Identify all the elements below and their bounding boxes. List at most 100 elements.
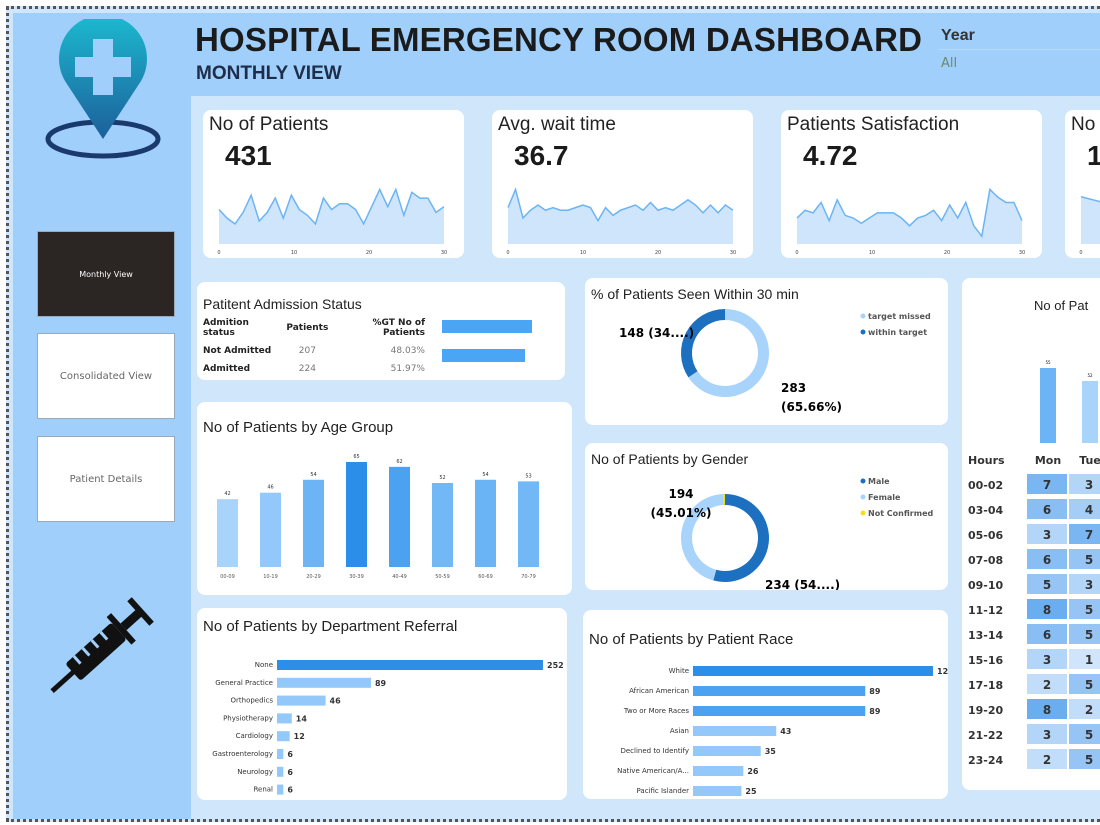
category-label: Neurology	[237, 768, 273, 776]
kpi-card: Avg. wait time 36.7 0 10 20 30	[492, 110, 753, 258]
heatmap-cell	[1069, 674, 1100, 694]
age-bar-value: 42	[224, 491, 230, 497]
row-label: 07-08	[968, 554, 1003, 567]
heatmap-cell-value: 3	[1085, 478, 1093, 492]
heatmap-cell-value: 5	[1085, 553, 1093, 567]
race-card: No of Patients by Patient Race White 124 A…	[583, 610, 948, 799]
category-label: Native American/A...	[617, 767, 689, 775]
age-bar	[475, 479, 496, 567]
age-bar	[518, 481, 539, 567]
category-label: White	[669, 667, 689, 675]
table-row: Admitted 224 51.97%	[199, 360, 429, 378]
heatmap-cell-value: 6	[1043, 503, 1051, 517]
row-label: 05-06	[968, 529, 1004, 542]
heatmap-cell	[1069, 499, 1100, 519]
year-slicer-label: Year	[939, 23, 1100, 50]
donut-data-label: 148 (34....)	[619, 326, 694, 340]
category-label: Gastroenterology	[212, 750, 273, 758]
category-label: Physiotherapy	[223, 714, 273, 722]
gender-title: No of Patients by Gender	[591, 451, 749, 467]
col-header[interactable]: Admition status	[203, 318, 249, 338]
sparkline-line	[507, 187, 734, 223]
sparkline-area	[508, 189, 733, 244]
category-label: None	[255, 661, 273, 669]
age-bar-value: 54	[482, 472, 488, 478]
heatmap-cell-value: 7	[1085, 528, 1093, 542]
legend-marker	[860, 478, 866, 484]
row-label: 19-20	[968, 704, 1004, 717]
cell: Admitted	[203, 364, 251, 374]
age-bar	[217, 499, 238, 567]
heatmap-cell	[1027, 674, 1067, 694]
nav-monthly-view[interactable]: Monthly View	[37, 231, 175, 317]
nav-patient-details[interactable]: Patient Details	[37, 436, 175, 522]
heatmap-cell	[1069, 724, 1100, 744]
row-label: 13-14	[968, 629, 1004, 642]
legend-label: within target	[868, 328, 927, 337]
age-tick-label: 20-29	[306, 574, 321, 580]
col-header[interactable]: Patients	[286, 323, 329, 333]
sparkline-area	[219, 189, 444, 244]
bar	[277, 660, 543, 670]
heatmap-cell-value: 3	[1043, 728, 1051, 742]
bar	[693, 746, 761, 756]
cell: 51.97%	[390, 364, 425, 374]
category-label: Asian	[670, 727, 689, 735]
row-label: 21-22	[968, 729, 1003, 742]
heatmap-cell	[1069, 574, 1100, 594]
sparkline-line	[796, 187, 1023, 239]
column-total-bar	[1040, 368, 1056, 443]
cell: 48.03%	[390, 346, 425, 356]
seen-30min-title: % of Patients Seen Within 30 min	[591, 286, 799, 302]
nav-consolidated-view[interactable]: Consolidated View	[37, 333, 175, 419]
age-group-chart: 42 00-09 46 10-19 54 20-29 65 30-39 62 40-49 52 50-…	[217, 454, 539, 580]
age-tick-label: 60-69	[478, 574, 493, 580]
col-header[interactable]: %GT No of Patients	[372, 318, 425, 338]
x-tick-label: 20	[366, 250, 372, 256]
donut-data-label: (45.01%)	[651, 506, 712, 520]
kpi-title: No of Patients	[209, 114, 329, 135]
kpi-value: 4.72	[803, 140, 858, 171]
row-label: 23-24	[968, 754, 1004, 767]
age-bar	[346, 462, 367, 567]
bar	[693, 786, 742, 796]
year-slicer-value[interactable]: All	[941, 56, 958, 71]
bar	[277, 731, 290, 742]
heatmap-cell-value: 5	[1043, 578, 1051, 592]
heatmap-cell	[1027, 699, 1067, 719]
kpi-value: 431	[225, 140, 272, 171]
sparkline-area	[1081, 196, 1100, 244]
heatmap-cell	[1069, 549, 1100, 569]
heatmap-cell-value: 3	[1043, 528, 1051, 542]
bar	[693, 726, 777, 736]
year-slicer[interactable]: Year All	[939, 23, 1100, 83]
heatmap-cell	[1069, 699, 1100, 719]
department-chart: None 252 General Practice 89 Orthopedics 46 Ph…	[212, 660, 564, 795]
bar-value-label: 35	[765, 747, 777, 756]
x-tick-label: 20	[944, 250, 950, 256]
row-label: 03-04	[968, 504, 1004, 517]
age-group-card: No of Patients by Age Group 42 00-09 46 10-…	[197, 402, 572, 595]
legend-label: Female	[868, 493, 901, 502]
category-label: African American	[629, 687, 689, 695]
category-label: Declined to Identify	[620, 747, 689, 755]
heatmap-cell	[1069, 649, 1100, 669]
heatmap-cell-value: 3	[1043, 653, 1051, 667]
column-header: Mon	[1035, 454, 1061, 467]
kpi-sparkline: 0 10 20 30	[217, 187, 447, 256]
heatmap-cell-value: 5	[1085, 728, 1093, 742]
x-tick-label: 0	[506, 250, 509, 256]
admission-table: Admition status Patients %GT No of Patient…	[199, 314, 429, 378]
bar-value-label: 26	[747, 767, 759, 776]
table-row: Not Admitted 207 48.03%	[199, 342, 429, 360]
sidebar: Monthly View Consolidated View Patient D…	[13, 13, 191, 819]
category-label: Orthopedics	[231, 697, 274, 705]
column-total-label: 55	[1045, 360, 1051, 365]
bar-value-label: 6	[287, 750, 293, 759]
age-bar-value: 62	[396, 459, 402, 465]
column-total-label: 52	[1087, 373, 1093, 378]
row-label: 09-10	[968, 579, 1004, 592]
legend-label: Not Confirmed	[868, 509, 934, 518]
x-tick-label: 0	[1079, 250, 1082, 256]
